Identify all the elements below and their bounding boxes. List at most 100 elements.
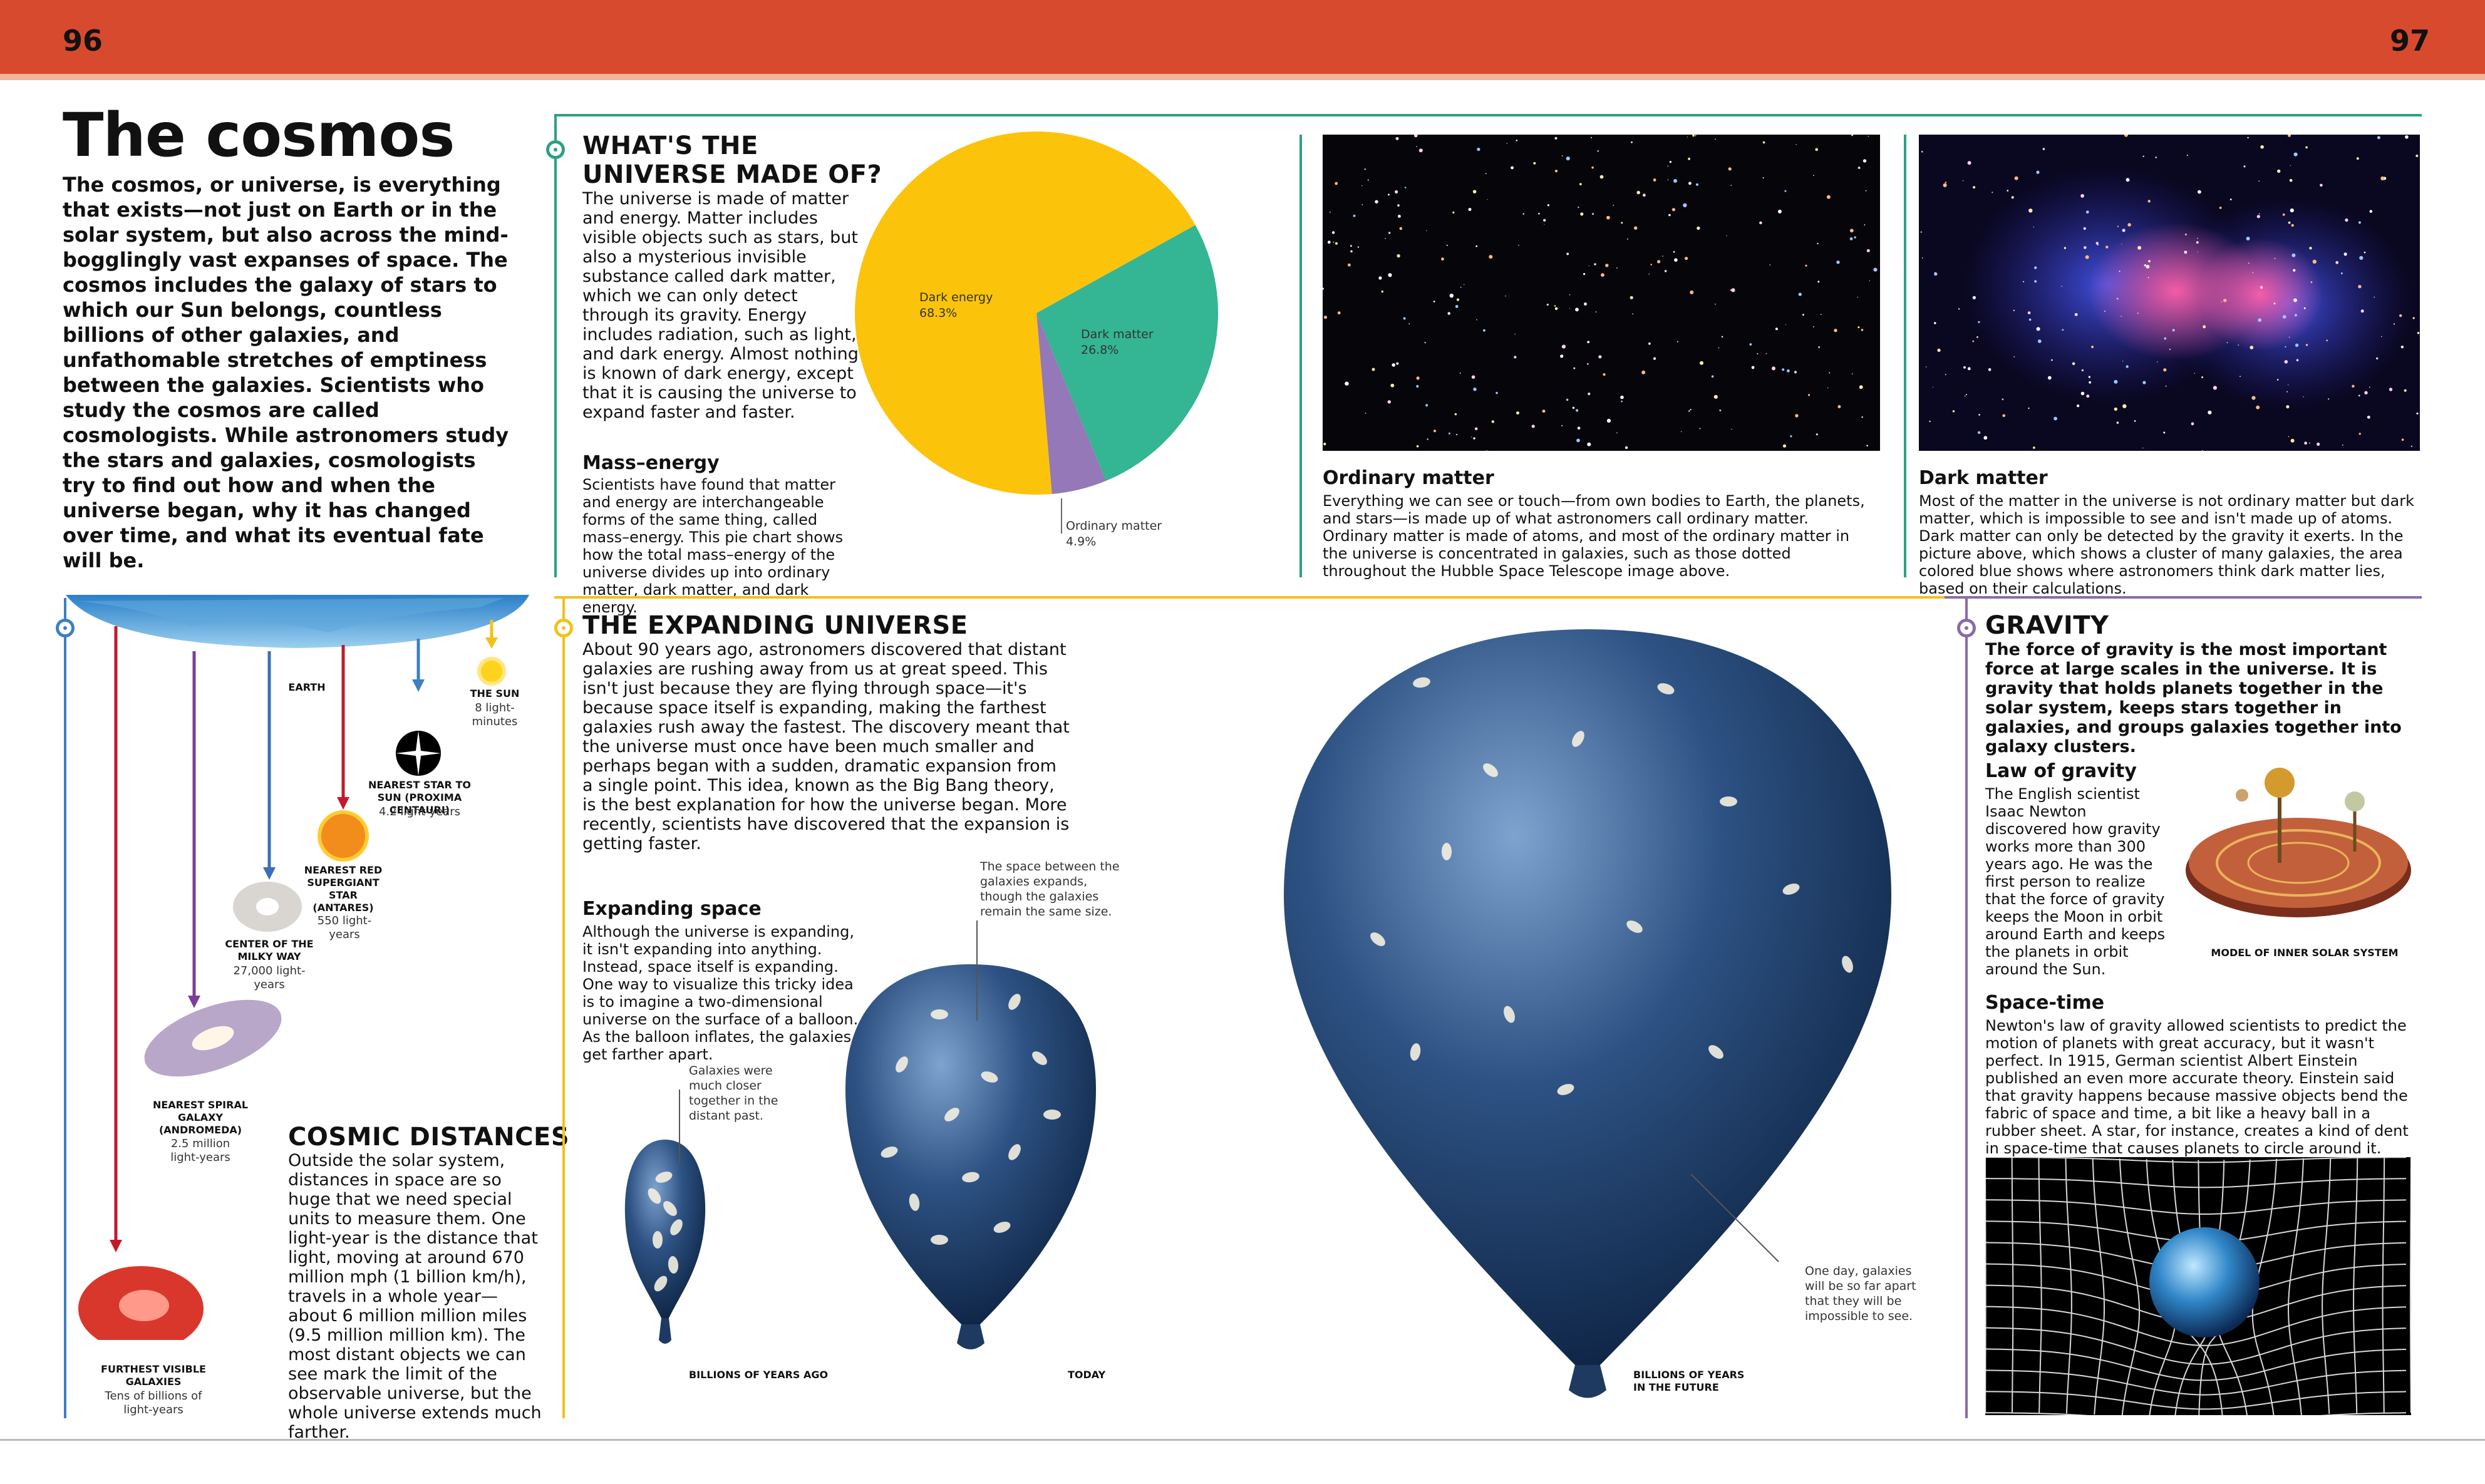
- star-dot: [2340, 272, 2343, 274]
- star-dot: [1489, 255, 1493, 259]
- star-dot: [2246, 237, 2250, 240]
- star-dot: [1688, 157, 1690, 160]
- expanding-text: About 90 years ago, astronomers discover…: [582, 640, 1070, 853]
- star-dot: [1827, 387, 1829, 389]
- star-dot: [2122, 404, 2127, 408]
- distance-diagram: [66, 595, 529, 1340]
- star-dot: [2369, 386, 2370, 388]
- star-dot: [1813, 175, 1814, 177]
- galaxy-icon: [1782, 884, 1800, 895]
- star-dot: [2376, 357, 2379, 360]
- star-dot: [1765, 353, 1767, 354]
- star-dot: [1327, 240, 1331, 244]
- star-dot: [1547, 204, 1549, 207]
- star-dot: [2286, 391, 2288, 393]
- star-dot: [1715, 303, 1716, 305]
- star-dot: [1866, 249, 1870, 252]
- galaxy-cluster-photo: [1919, 135, 2420, 451]
- page-number-right: 97: [2390, 24, 2431, 58]
- galaxy-icon: [1008, 994, 1021, 1010]
- star-dot: [2294, 314, 2297, 317]
- star-dot: [2064, 247, 2067, 249]
- star-dot: [2369, 210, 2373, 213]
- star-dot: [2317, 442, 2320, 446]
- star-dot: [2208, 410, 2212, 415]
- star-dot: [1983, 436, 1988, 440]
- galaxy-icon: [1557, 1084, 1574, 1095]
- star-dot: [2247, 137, 2249, 139]
- star-dot: [1543, 219, 1546, 222]
- star-dot: [1785, 324, 1787, 326]
- star-dot: [1554, 137, 1558, 140]
- star-dot: [2002, 414, 2005, 418]
- star-dot: [2415, 154, 2419, 157]
- pie-chart: [855, 131, 1218, 533]
- star-dot: [1864, 224, 1866, 226]
- star-dot: [1597, 150, 1599, 152]
- star-dot: [2047, 376, 2052, 380]
- star-dot: [1408, 323, 1410, 324]
- star-dot: [2310, 281, 2313, 283]
- star-dot: [1700, 361, 1703, 365]
- star-dot: [1414, 135, 1418, 138]
- space-time-heading: Space-time: [1985, 992, 2105, 1014]
- value-furthest: Tens of billions of light-years: [105, 1389, 202, 1416]
- star-dot: [1648, 342, 1651, 345]
- star-dot: [2061, 286, 2062, 287]
- star-dot: [1587, 341, 1590, 344]
- star-dot: [2126, 178, 2130, 182]
- star-dot: [1606, 418, 1611, 423]
- grid-line: [2065, 1157, 2072, 1414]
- star-dot: [1323, 442, 1326, 446]
- star-dot: [2037, 339, 2042, 343]
- star-dot: [1576, 438, 1580, 443]
- star-dot: [1522, 213, 1524, 215]
- star-dot: [1577, 426, 1581, 430]
- star-dot: [1426, 230, 1427, 232]
- section-bullet-icon: [1957, 619, 1976, 637]
- page-header-bar: [0, 0, 2485, 74]
- star-dot: [1472, 190, 1477, 193]
- intro-text: The cosmos, or universe, is everything t…: [63, 173, 509, 572]
- star-dot: [1978, 414, 1980, 416]
- star-dot: [2303, 307, 2306, 309]
- star-dot: [1505, 295, 1506, 297]
- star-dot: [1350, 250, 1353, 253]
- star-dot: [1460, 287, 1462, 288]
- space-time-grid-image: [1985, 1157, 2411, 1415]
- cosmic-distances-text: Outside the solar system, distances in s…: [288, 1151, 542, 1442]
- star-dot: [1569, 294, 1571, 296]
- star-dot: [2290, 438, 2295, 443]
- grid-line: [2287, 1158, 2305, 1415]
- section-line-purple: [1965, 596, 1968, 1418]
- star-dot: [1516, 139, 1518, 142]
- column-divider: [1904, 135, 1906, 577]
- galaxy-icon: [1504, 1006, 1515, 1023]
- star-dot: [1777, 209, 1782, 214]
- star-dot: [1787, 369, 1790, 373]
- star-dot: [2285, 346, 2286, 348]
- star-dot: [1601, 273, 1604, 277]
- grid-line: [2119, 1158, 2141, 1415]
- star-dot: [1447, 312, 1450, 315]
- star-dot: [1730, 185, 1732, 186]
- massive-ball-icon: [2149, 1227, 2260, 1337]
- orrery-model-image: [2186, 768, 2411, 917]
- star-dot: [1353, 214, 1356, 217]
- star-dot: [2137, 245, 2142, 250]
- header-stripe: [0, 74, 2485, 80]
- star-dot: [2081, 369, 2084, 371]
- star-dot: [1620, 395, 1624, 399]
- balloon-today: [845, 964, 1096, 1324]
- star-dot: [1416, 146, 1417, 147]
- star-dot: [1668, 214, 1671, 217]
- star-dot: [2251, 396, 2256, 400]
- star-dot: [2147, 200, 2151, 203]
- star-dot: [2401, 438, 2404, 441]
- pie-slice-dark-energy: [855, 131, 1196, 495]
- expanding-heading: THE EXPANDING UNIVERSE: [582, 611, 968, 640]
- star-dot: [1583, 273, 1586, 276]
- star-dot: [1699, 428, 1701, 430]
- star-dot: [1491, 420, 1494, 423]
- star-dot: [2201, 376, 2204, 378]
